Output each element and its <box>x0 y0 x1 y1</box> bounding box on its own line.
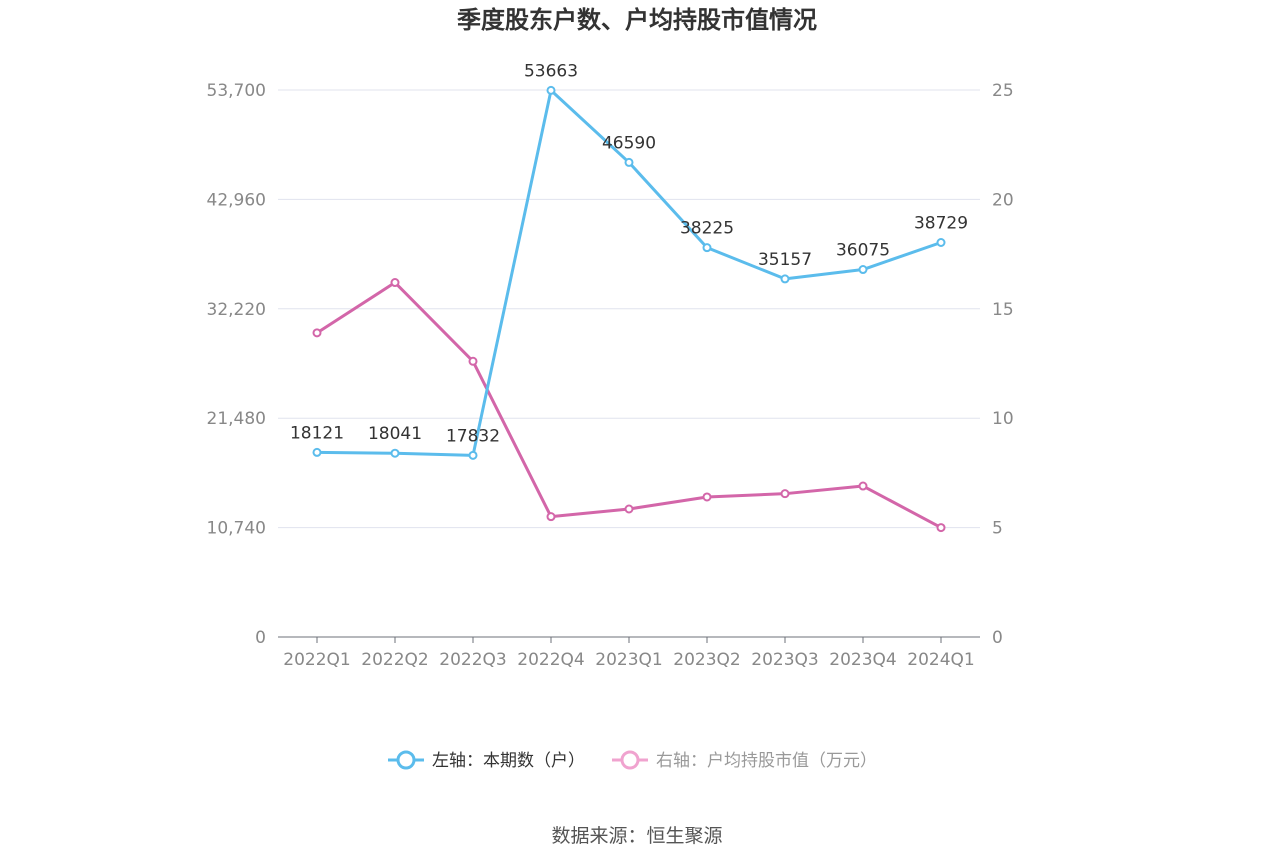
left-tick-label: 32,220 <box>207 300 266 320</box>
point-left <box>780 274 790 284</box>
legend-item-right[interactable]: 右轴：户均持股市值（万元） <box>612 750 877 771</box>
point-left <box>546 85 556 95</box>
data-label: 18121 <box>290 423 344 443</box>
point-right <box>624 504 634 514</box>
x-tick-label: 2022Q3 <box>439 650 506 670</box>
x-tick-label: 2023Q2 <box>673 650 740 670</box>
x-tick-label: 2022Q1 <box>283 650 350 670</box>
point-right <box>468 356 478 366</box>
legend: 左轴：本期数（户） 右轴：户均持股市值（万元） <box>388 750 877 771</box>
x-tick-label: 2023Q4 <box>829 650 896 670</box>
left-tick-label: 10,740 <box>207 519 266 539</box>
point-left <box>390 448 400 458</box>
grid <box>278 89 980 529</box>
source-text: 数据来源：恒生聚源 <box>551 825 722 847</box>
data-label: 38729 <box>914 213 968 233</box>
left-axis: 0 10,740 21,480 32,220 42,960 53,700 <box>207 81 266 648</box>
series-layer <box>312 85 946 533</box>
point-right <box>702 492 712 502</box>
right-axis: 0 5 10 15 20 25 <box>992 81 1014 648</box>
data-label: 38225 <box>680 219 734 239</box>
x-tick-label: 2024Q1 <box>907 650 974 670</box>
series-line-right <box>316 281 942 529</box>
data-label: 17832 <box>446 426 500 446</box>
x-tick-label: 2022Q2 <box>361 650 428 670</box>
legend-left-marker <box>396 750 416 770</box>
point-left <box>312 447 322 457</box>
right-tick-label: 20 <box>992 190 1014 210</box>
data-label: 53663 <box>524 61 578 81</box>
right-tick-label: 5 <box>992 519 1003 539</box>
data-labels: 18121 18041 17832 53663 46590 38225 35157 36075… <box>290 61 968 446</box>
point-left <box>702 243 712 253</box>
chart-title: 季度股东户数、户均持股市值情况 <box>457 6 817 34</box>
legend-right-label: 右轴：户均持股市值（万元） <box>656 751 877 771</box>
point-left <box>468 450 478 460</box>
legend-right-marker <box>620 750 640 770</box>
legend-item-left[interactable]: 左轴：本期数（户） <box>388 750 585 771</box>
point-left <box>936 237 946 247</box>
x-tick-label: 2022Q4 <box>517 650 584 670</box>
point-right <box>546 512 556 522</box>
left-tick-label: 53,700 <box>207 81 266 101</box>
legend-left-label: 左轴：本期数（户） <box>432 751 585 771</box>
point-right <box>858 481 868 491</box>
x-tick-label: 2023Q3 <box>751 650 818 670</box>
right-tick-label: 15 <box>992 300 1014 320</box>
point-left <box>858 265 868 275</box>
point-right <box>390 278 400 288</box>
point-right <box>936 523 946 533</box>
right-tick-label: 10 <box>992 409 1014 429</box>
left-tick-label: 21,480 <box>207 409 266 429</box>
right-tick-label: 25 <box>992 81 1014 101</box>
x-axis: 2022Q1 2022Q2 2022Q3 2022Q4 2023Q1 2023Q2 2023… <box>278 636 980 670</box>
point-right <box>312 328 322 338</box>
right-tick-label: 0 <box>992 628 1003 648</box>
data-label: 18041 <box>368 424 422 444</box>
point-left <box>624 157 634 167</box>
x-tick-label: 2023Q1 <box>595 650 662 670</box>
data-label: 35157 <box>758 250 812 270</box>
left-tick-label: 0 <box>255 628 266 648</box>
data-label: 46590 <box>602 133 656 153</box>
point-right <box>780 489 790 499</box>
data-label: 36075 <box>836 241 890 261</box>
left-tick-label: 42,960 <box>207 190 266 210</box>
